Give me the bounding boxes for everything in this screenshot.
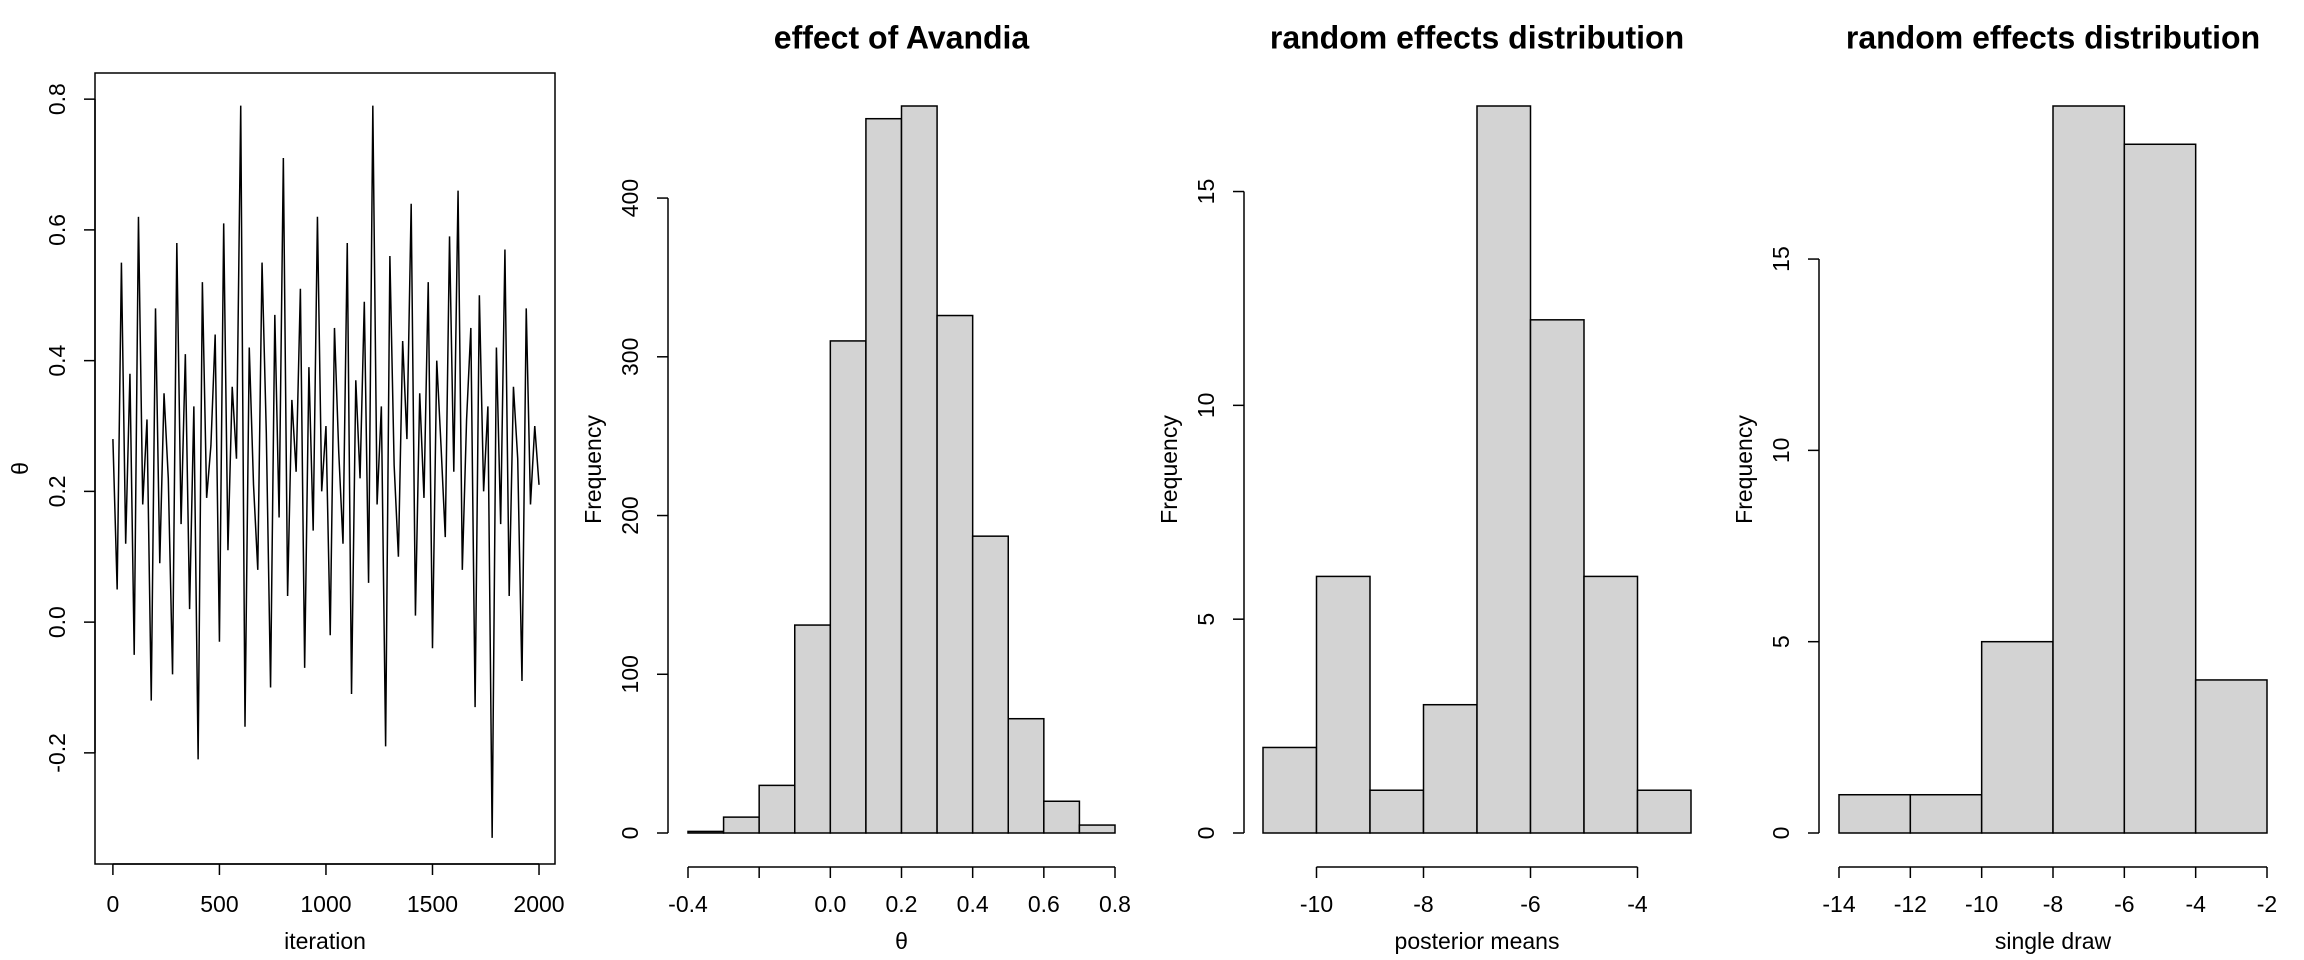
x-tick-label: 0.4 [957, 891, 989, 917]
y-tick-label: 0 [1768, 827, 1794, 840]
histogram-bar [1007, 717, 1045, 834]
y-tick-label: 0.8 [44, 83, 70, 115]
y-axis-title: θ [7, 462, 33, 475]
x-axis-title: θ [895, 928, 908, 954]
x-tick-label: -0.4 [668, 891, 708, 917]
y-tick-label: 10 [1193, 393, 1219, 419]
y-axis-title: Frequency [1731, 415, 1757, 524]
histogram-bar [1838, 793, 1912, 834]
y-tick-label: 10 [1768, 438, 1794, 464]
histogram-bar [1583, 575, 1639, 834]
histogram-bar [2123, 143, 2197, 834]
y-tick-label: 200 [617, 496, 643, 534]
y-tick-label: 0.4 [44, 344, 70, 376]
x-tick-label: -6 [2114, 891, 2134, 917]
x-axis-title: single draw [1995, 928, 2112, 954]
x-tick-label: -6 [1520, 891, 1540, 917]
x-tick-label: 0.8 [1099, 891, 1131, 917]
histogram-bar [1262, 746, 1318, 834]
histogram-bar [1980, 640, 2054, 834]
x-tick-label: 500 [200, 891, 238, 917]
chart-title: random effects distribution [1846, 19, 2260, 55]
histogram-bar [1369, 789, 1425, 834]
y-tick-label: 0.2 [44, 475, 70, 507]
y-tick-label: 15 [1193, 179, 1219, 205]
x-tick-label: 1000 [300, 891, 351, 917]
x-tick-label: -4 [1627, 891, 1648, 917]
histogram-bar [936, 314, 974, 834]
histogram-bar [1422, 703, 1478, 834]
y-tick-label: 0 [617, 827, 643, 840]
y-axis-title: Frequency [580, 415, 606, 524]
histogram-bar [794, 624, 832, 834]
y-tick-label: 0.0 [44, 606, 70, 638]
histogram-bar [722, 816, 760, 834]
y-tick-label: -0.2 [44, 733, 70, 773]
histogram-bar [2194, 679, 2268, 834]
chart-title: random effects distribution [1270, 19, 1684, 55]
trace-line [112, 105, 540, 838]
histogram-bar [2052, 105, 2126, 834]
chart-title: effect of Avandia [774, 19, 1030, 55]
x-tick-label: -10 [1300, 891, 1333, 917]
y-tick-label: 15 [1768, 246, 1794, 272]
y-tick-label: 5 [1768, 635, 1794, 648]
x-tick-label: 0.0 [814, 891, 846, 917]
y-tick-label: 100 [617, 655, 643, 693]
histogram-bar [900, 105, 938, 834]
x-tick-label: -8 [2043, 891, 2063, 917]
y-tick-label: 0 [1193, 827, 1219, 840]
y-tick-label: 400 [617, 179, 643, 217]
x-tick-label: 0.6 [1028, 891, 1060, 917]
histogram-bar [687, 830, 725, 834]
x-tick-label: -4 [2185, 891, 2206, 917]
plot-frame [94, 72, 556, 865]
x-tick-label: -14 [1822, 891, 1855, 917]
y-axis-title: Frequency [1156, 415, 1182, 524]
x-tick-label: 0 [106, 891, 119, 917]
x-tick-label: -2 [2257, 891, 2277, 917]
x-tick-label: 2000 [513, 891, 564, 917]
histogram-bar [971, 535, 1010, 834]
histogram-bar [1636, 789, 1692, 834]
x-axis-title: iteration [284, 928, 366, 954]
y-tick-label: 300 [617, 338, 643, 376]
x-tick-label: 0.2 [886, 891, 918, 917]
histogram-bar [865, 117, 903, 834]
histogram-bar [829, 340, 867, 834]
y-tick-label: 0.6 [44, 214, 70, 246]
x-tick-label: 1500 [407, 891, 458, 917]
histogram-bar [1043, 800, 1081, 834]
y-tick-label: 5 [1193, 613, 1219, 626]
histogram-bar [1078, 824, 1116, 834]
x-tick-label: -10 [1965, 891, 1998, 917]
histogram-bar [1315, 575, 1371, 834]
x-tick-label: -8 [1413, 891, 1433, 917]
x-axis-title: posterior means [1395, 928, 1560, 954]
histogram-bar [758, 784, 796, 834]
x-tick-label: -12 [1894, 891, 1927, 917]
histogram-bar [1909, 793, 1983, 834]
histogram-bar [1529, 319, 1585, 834]
histogram-bar [1476, 105, 1532, 834]
